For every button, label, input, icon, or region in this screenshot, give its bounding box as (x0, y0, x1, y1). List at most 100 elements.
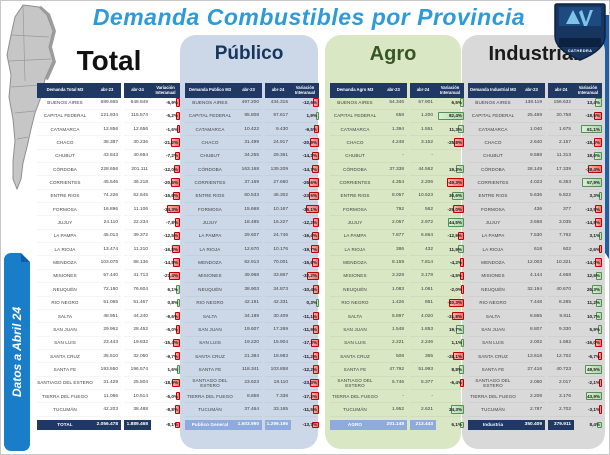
abr24-value: 34.873 (265, 283, 291, 297)
abr23-value: 163.168 (235, 163, 262, 177)
variation-value: -15,4% (163, 340, 178, 346)
variation-cell: -4,2% (436, 256, 464, 270)
variation-cell: 8,8% (436, 363, 464, 377)
abr23-value: 47.792 (380, 363, 407, 377)
abr24-value: 18.983 (265, 350, 291, 364)
province-cell: CHACO (37, 136, 93, 150)
abr23-value: 34.255 (235, 150, 262, 164)
variation-value: -6,4% (449, 380, 462, 386)
province-cell: SANTA FE (330, 363, 380, 377)
province-cell: TUCUMÁN (185, 403, 235, 417)
variation-cell: -4,5% (436, 270, 464, 284)
province-cell: SANTIAGO DEL ESTERO (330, 377, 380, 390)
abr23-value: 48.951 (93, 310, 121, 324)
variation-value: -8,1% (165, 422, 178, 428)
variation-value: 12,6% (586, 273, 600, 279)
variation-value: -20,5% (163, 180, 178, 186)
variation-cell: -5,2% (151, 110, 180, 124)
abr23-value: 7.877 (380, 230, 407, 244)
variation-value: -4,2% (449, 260, 462, 266)
variation-cell: -8,1% (151, 420, 180, 430)
abr23-value: 13.474 (93, 243, 121, 257)
abr23-value: 38.903 (235, 283, 262, 297)
variation-cell: -29,0% (436, 203, 464, 217)
footer-abr23: 2.056.478 (93, 419, 121, 430)
province-cell: SAN JUAN (185, 323, 235, 337)
province-cell: MENDOZA (37, 256, 93, 270)
variation-cell: 44,5% (436, 216, 464, 230)
variation-cell: 12,6% (574, 270, 602, 284)
abr24-value: 17.339 (548, 163, 574, 177)
province-cell: SANTIAGO DEL ESTERO (37, 377, 93, 390)
abr23-value: 118.341 (235, 363, 262, 377)
province-cell: LA PAMPA (468, 230, 518, 244)
abr23-value: 28.149 (518, 163, 545, 177)
variation-value: -15,6% (163, 193, 178, 199)
header-abr24: abr-24 (548, 83, 574, 98)
header-abr24: abr-24 (124, 83, 151, 98)
abr23-value: 8.865 (518, 310, 545, 324)
variation-value: 1,1% (451, 340, 462, 346)
abr24-value: 10.514 (124, 390, 151, 404)
variation-cell: -25,6% (291, 176, 319, 190)
province-cell: BUENOS AIRES (468, 96, 518, 110)
province-cell: MENDOZA (330, 256, 380, 270)
variation-value: -5,0% (165, 326, 178, 332)
variation-value: 61,1% (586, 126, 600, 132)
abr23-value: 11.066 (93, 390, 121, 404)
province-cell: SAN LUIS (37, 337, 93, 350)
abr23-value: 31.429 (93, 377, 121, 390)
variation-value: -9,5% (304, 126, 317, 132)
variation-cell: -19,7% (291, 243, 319, 257)
variation-value: 44,5% (448, 220, 462, 226)
variation-cell: -3,1% (574, 403, 602, 417)
province-cell: SAN LUIS (185, 337, 235, 350)
variation-cell (436, 390, 464, 404)
variation-value: -11,2% (302, 353, 317, 359)
abr24-value: 27.660 (265, 176, 291, 190)
variation-cell: -17,2% (291, 390, 319, 404)
abr24-value: 97.617 (265, 110, 291, 124)
variation-value: -25,8% (447, 140, 462, 146)
variation-cell: 11,3% (436, 123, 464, 137)
abr24-value: - (410, 390, 436, 404)
variation-value: -5,2% (165, 113, 178, 119)
abr24-value: 44.240 (124, 310, 151, 324)
variation-value: -7,2% (165, 153, 178, 159)
variation-cell: -2,6% (574, 243, 602, 257)
variation-cell: -7,8% (151, 216, 180, 230)
abr24-value: 46.302 (265, 190, 291, 204)
variation-value: 30,6% (448, 193, 462, 199)
province-cell: SANTA FE (185, 363, 235, 377)
header-abr23: abr-23 (235, 83, 262, 98)
abr24-value: 7.762 (548, 230, 574, 244)
table-total: Demanda Total M3 abr-23 abr-24 Variación In… (37, 83, 180, 430)
variation-cell: 82,4% (436, 110, 464, 124)
footer-abr23: 201.148 (380, 419, 407, 430)
province-cell: JUJUY (330, 216, 380, 230)
province-cell: RIO NEGRO (37, 297, 93, 310)
abr23-value: 2.787 (518, 403, 545, 417)
abr23-value: - (380, 150, 407, 164)
province-cell: LA PAMPA (37, 230, 93, 244)
variation-cell: -12,9% (436, 230, 464, 244)
abr24-value: 51.467 (124, 297, 151, 310)
province-cell: TUCUMÁN (330, 403, 380, 417)
section-title-publico: Público (214, 43, 284, 64)
variation-cell: 34,3% (436, 403, 464, 417)
abr24-value: 432 (410, 243, 436, 257)
abr24-value: 3.152 (410, 136, 436, 150)
footer-abr24: 379.911 (548, 419, 574, 430)
abr23-value: 12.670 (235, 243, 262, 257)
abr24-value: 2.246 (410, 337, 436, 350)
variation-cell: -16,0% (574, 337, 602, 350)
abr23-value: 12.856 (93, 123, 121, 137)
province-cell: TUCUMÁN (37, 403, 93, 417)
abr24-value: 2.206 (410, 176, 436, 190)
abr23-value: 2.057 (380, 216, 407, 230)
abr24-value: 44.562 (410, 163, 436, 177)
variation-value: -27,4% (163, 273, 178, 279)
variation-cell: -38,4% (574, 163, 602, 177)
abr23-value: 8.858 (235, 390, 262, 404)
variation-cell: 1,1% (436, 337, 464, 350)
